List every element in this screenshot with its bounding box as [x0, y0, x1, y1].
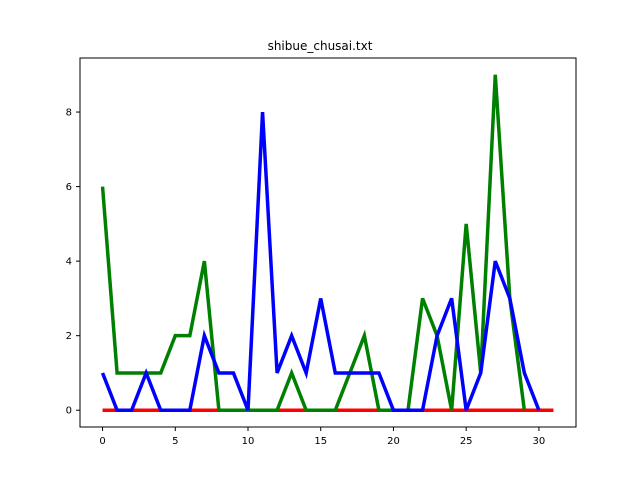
series-layer — [100, 74, 554, 412]
y-tick-label: 4 — [66, 257, 72, 268]
x-tick-label: 10 — [242, 436, 255, 447]
x-tick-label: 5 — [172, 436, 178, 447]
x-axis: 0 5 10 15 20 25 30 — [99, 427, 545, 447]
x-tick-label: 15 — [314, 436, 327, 447]
x-tick-label: 25 — [460, 436, 473, 447]
chart-title: shibue_chusai.txt — [268, 39, 373, 53]
plot-frame — [79, 57, 577, 428]
y-tick-label: 8 — [66, 108, 72, 119]
y-axis: 0 2 4 6 8 — [66, 108, 80, 417]
y-tick-label: 2 — [66, 331, 72, 342]
series-line-2 — [100, 111, 541, 412]
y-tick-label: 6 — [66, 182, 72, 193]
x-tick-label: 0 — [99, 436, 105, 447]
series-line-1 — [100, 74, 527, 412]
y-tick-label: 0 — [66, 406, 72, 417]
x-tick-label: 20 — [387, 436, 400, 447]
x-tick-label: 30 — [533, 436, 546, 447]
